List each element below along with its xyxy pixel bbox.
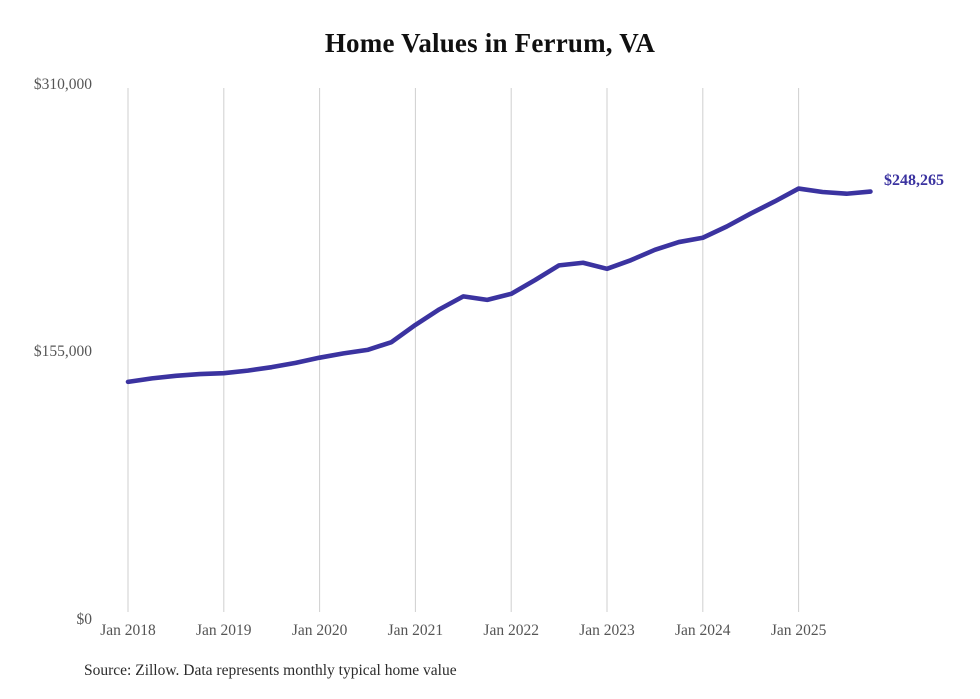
source-note: Source: Zillow. Data represents monthly … <box>84 662 457 679</box>
gridlines <box>127 88 800 612</box>
chart-title: Home Values in Ferrum, VA <box>324 28 656 58</box>
x-axis-tick-label: Jan 2021 <box>387 622 444 639</box>
x-axis-tick-label: Jan 2018 <box>100 622 156 639</box>
x-axis-tick-label: Jan 2020 <box>291 622 348 639</box>
y-axis-tick-label-zero: $0 <box>76 611 93 628</box>
data-line-typical-home-value <box>125 186 873 385</box>
x-axis-tick-label: Jan 2023 <box>579 622 635 639</box>
x-axis-tick-label: Jan 2019 <box>196 622 252 639</box>
y-axis-tick-label-top: $310,000 <box>33 76 92 93</box>
x-axis-tick-label: Jan 2022 <box>483 622 539 639</box>
x-axis-tick-label: Jan 2024 <box>675 622 731 639</box>
x-axis-tick-label: Jan 2025 <box>770 622 827 639</box>
end-value-annotation: $248,265 <box>884 172 944 189</box>
y-axis-tick-label-middle: $155,000 <box>33 343 92 360</box>
